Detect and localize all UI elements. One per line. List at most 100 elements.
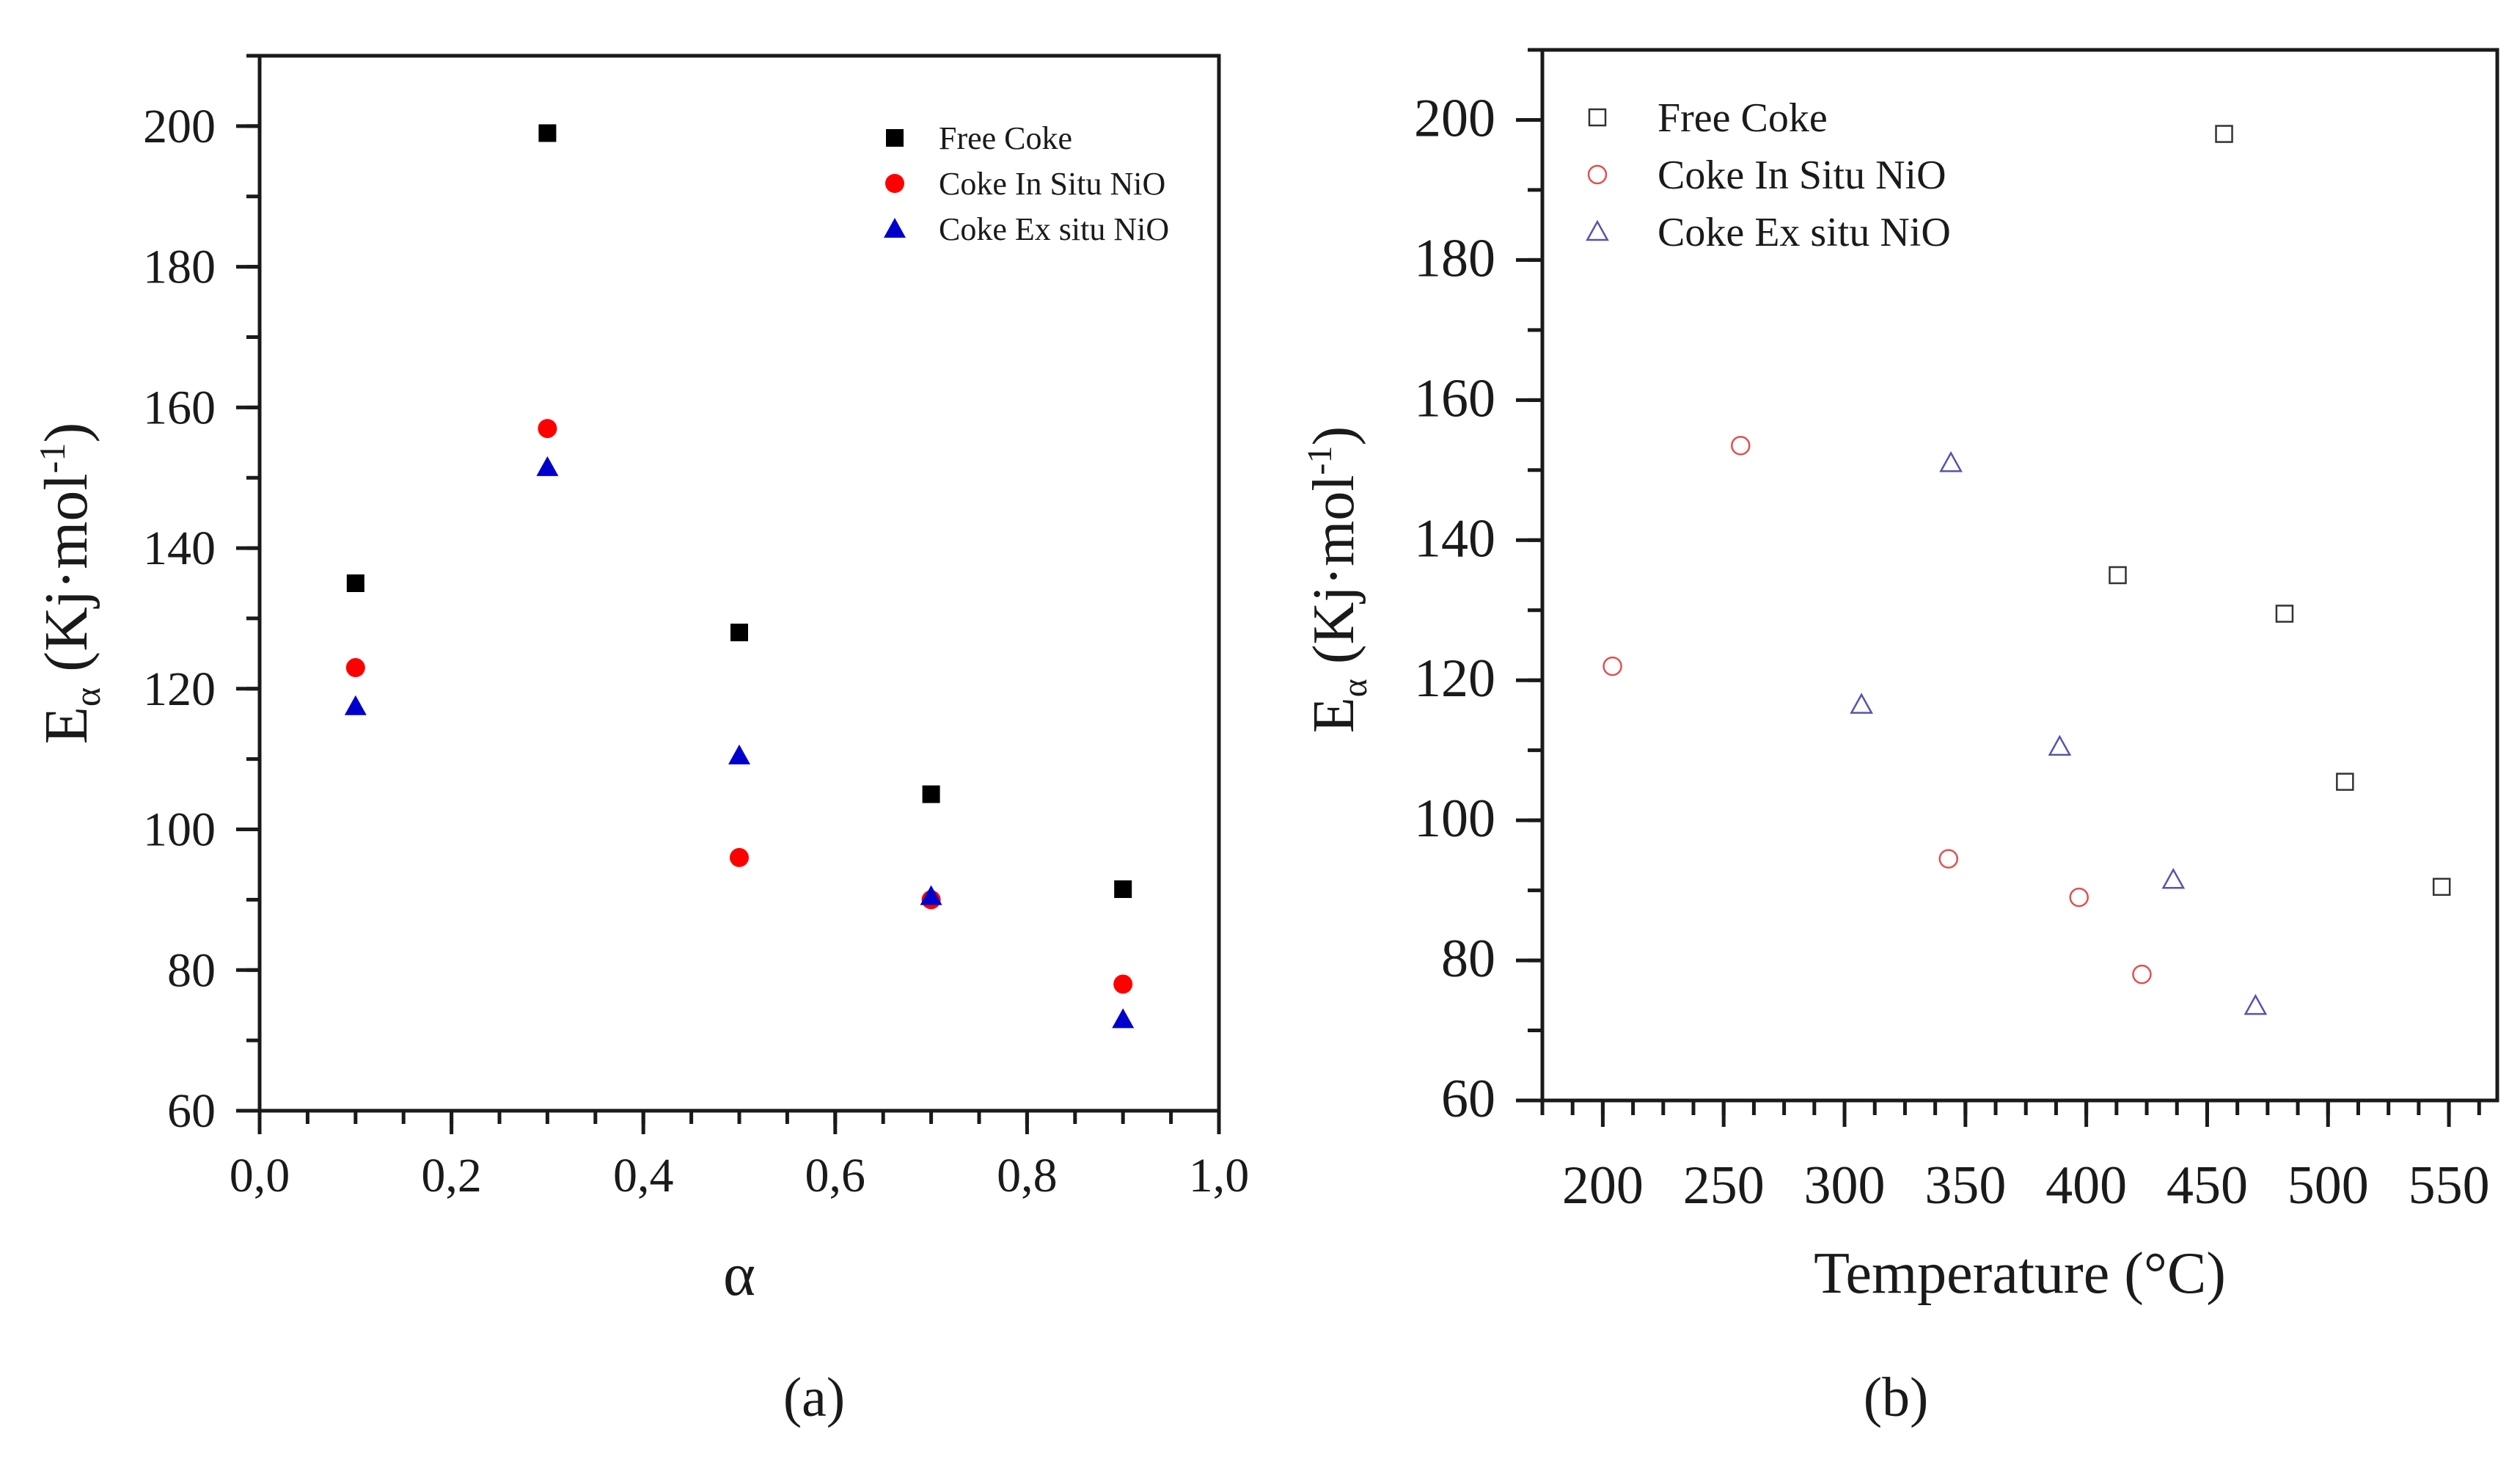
- series-2: [345, 419, 1133, 994]
- x-tick-label: 250: [1683, 1155, 1765, 1216]
- data-point: [1112, 1008, 1135, 1029]
- plot-frame: [1540, 48, 2499, 1103]
- x-axis-title: α: [723, 1241, 755, 1309]
- data-point: [538, 124, 557, 142]
- panel-a: 0,0 0,2 0,4 0,6 0,8 1,0 60 80 100 120 140 160 180 200…: [32, 54, 1250, 1428]
- y-tick-label: 80: [1441, 929, 1495, 989]
- panel-caption: (a): [783, 1367, 845, 1428]
- series-3: [344, 456, 1135, 1029]
- y-tick-label: 100: [143, 803, 216, 857]
- x-tick-label: 0,4: [613, 1149, 674, 1202]
- data-point: [345, 658, 365, 678]
- y-tick-label: 120: [1414, 649, 1495, 709]
- data-point: [2244, 993, 2268, 1015]
- data-point: [730, 624, 748, 642]
- y-axis-title-main: E: [1302, 697, 1366, 733]
- legend-marker: [885, 174, 904, 193]
- x-tick-label: 1,0: [1189, 1149, 1250, 1202]
- data-point: [2109, 566, 2127, 585]
- y-tick-label: 120: [143, 662, 216, 716]
- data-point: [728, 744, 750, 764]
- legend-label: Free Coke: [1658, 95, 1828, 141]
- y-tick-label: 80: [167, 943, 216, 997]
- y-tick-label: 200: [143, 100, 216, 153]
- y-tick-label: 160: [1414, 368, 1495, 428]
- x-axis-title: Temperature (°C): [1814, 1241, 2226, 1306]
- x-tick-label: 550: [2409, 1155, 2490, 1216]
- legend-marker: [1587, 164, 1608, 185]
- data-point: [2336, 773, 2354, 791]
- data-point: [2275, 605, 2294, 623]
- y-axis-title-close: ): [32, 423, 100, 443]
- legend: Free Coke Coke In Situ NiO Coke Ex situ Ni…: [1586, 95, 1951, 255]
- y-tick-label: 200: [1414, 88, 1495, 148]
- y-axis-title: Eα (Kj·mol-1): [1300, 426, 1374, 733]
- data-point: [344, 695, 367, 715]
- y-axis-title-close: ): [1302, 426, 1366, 446]
- data-point: [1938, 849, 1959, 869]
- data-point: [2161, 867, 2186, 889]
- data-point: [1603, 656, 1622, 676]
- x-tick-label: 0,2: [421, 1149, 482, 1202]
- x-tick-label: 450: [2166, 1155, 2248, 1216]
- legend: Free Coke Coke In Situ NiO Coke Ex situ Ni…: [884, 120, 1169, 247]
- y-tick-label: 160: [143, 381, 216, 434]
- data-point: [2132, 964, 2152, 985]
- data-point: [1850, 693, 1873, 714]
- y-axis-title-sub: α: [67, 687, 108, 706]
- data-point: [730, 847, 749, 867]
- y-tick-label: 140: [143, 522, 216, 575]
- data-point: [536, 456, 559, 476]
- x-tick-label: 400: [2045, 1155, 2127, 1216]
- y-tick-label: 60: [167, 1084, 216, 1138]
- x-tick-label: 0,0: [230, 1149, 290, 1202]
- legend-label: Coke Ex situ NiO: [939, 211, 1169, 247]
- y-axis-title-sup: -1: [1300, 445, 1339, 475]
- x-tick-label: 0,8: [997, 1149, 1058, 1202]
- y-axis-title: Eα (Kj·mol-1): [32, 423, 108, 745]
- data-point: [2432, 877, 2451, 897]
- data-point: [538, 419, 557, 439]
- data-point: [2215, 125, 2233, 143]
- y-axis-title-unit: (Kj·mol: [32, 473, 100, 687]
- data-point: [1731, 436, 1751, 456]
- data-point: [2048, 734, 2072, 756]
- data-point: [1114, 880, 1132, 899]
- series-1: [346, 124, 1132, 899]
- series-3: [1850, 450, 2268, 1015]
- legend-marker: [1586, 219, 1609, 241]
- data-point: [1113, 974, 1133, 994]
- x-tick-label: 350: [1924, 1155, 2006, 1216]
- y-axis-title-sup: -1: [32, 443, 73, 474]
- y-axis-title-unit: (Kj·mol: [1302, 475, 1366, 679]
- x-tick-label: 300: [1804, 1155, 1886, 1216]
- legend-label: Coke In Situ NiO: [939, 166, 1165, 202]
- panel-b: 200 250 300 350 400 450 500 550 60 80 100 120 140 160…: [1300, 48, 2499, 1428]
- legend-label: Coke Ex situ NiO: [1658, 210, 1951, 255]
- y-tick-label: 100: [1414, 789, 1495, 849]
- y-axis-title-sub: α: [1336, 679, 1374, 697]
- data-point: [2069, 887, 2089, 908]
- y-tick-label: 180: [1414, 228, 1495, 288]
- legend-label: Coke In Situ NiO: [1658, 153, 1946, 198]
- y-axis-title-main: E: [32, 706, 100, 744]
- data-point: [346, 574, 365, 592]
- y-tick-label: 140: [1414, 508, 1495, 569]
- series-1: [2109, 125, 2451, 897]
- x-tick-label: 200: [1562, 1155, 1644, 1216]
- panel-caption: (b): [1864, 1367, 1929, 1428]
- legend-marker: [886, 129, 904, 147]
- data-point: [1939, 450, 1963, 472]
- legend-marker: [1588, 108, 1607, 127]
- data-point: [920, 885, 942, 905]
- series-2: [1603, 436, 2152, 985]
- data-point: [922, 785, 940, 803]
- x-tick-label: 500: [2288, 1155, 2369, 1216]
- y-tick-label: 60: [1441, 1069, 1495, 1129]
- legend-label: Free Coke: [939, 120, 1072, 156]
- y-tick-label: 180: [143, 241, 216, 294]
- legend-marker: [884, 218, 906, 238]
- x-tick-label: 0,6: [805, 1149, 866, 1202]
